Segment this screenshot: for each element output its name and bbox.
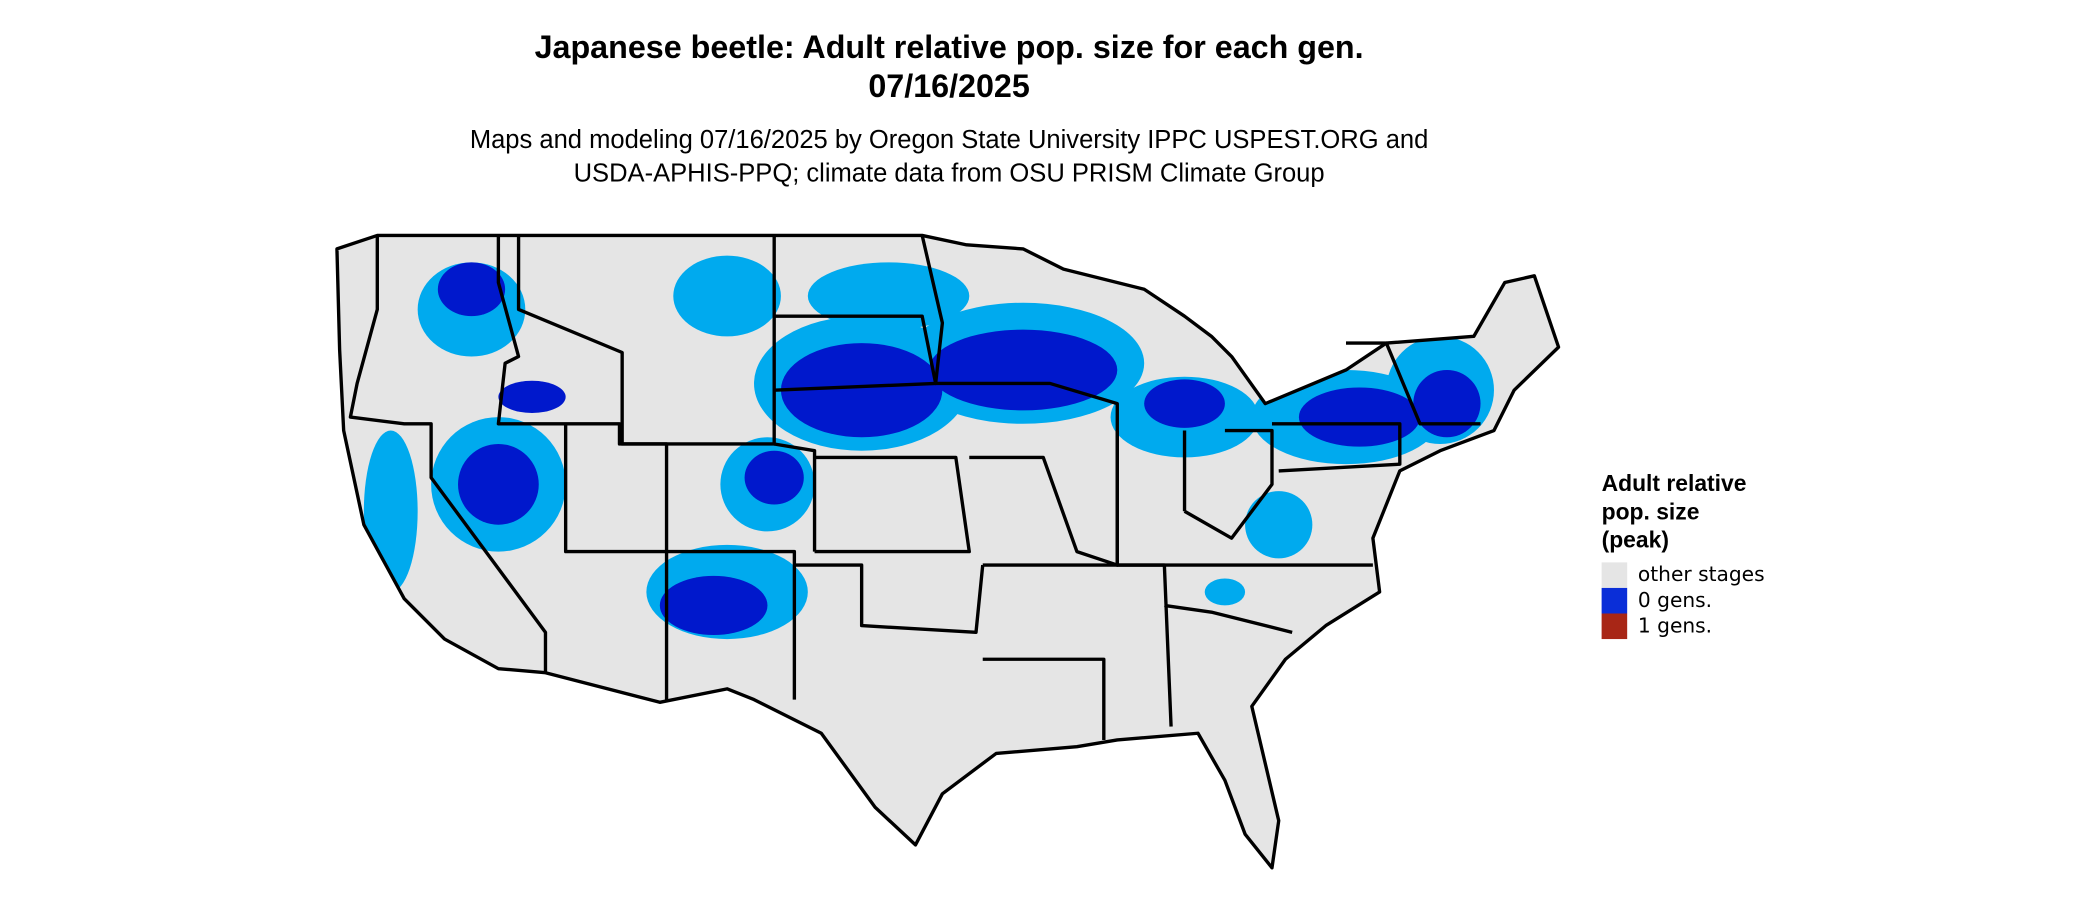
us-map bbox=[335, 233, 1561, 870]
title: Japanese beetle: Adult relative pop. siz… bbox=[535, 29, 1364, 65]
title-date: 07/16/2025 bbox=[868, 68, 1030, 104]
legend-label: other stages bbox=[1638, 562, 1765, 586]
legend-label: 1 gens. bbox=[1638, 613, 1712, 637]
legend-label: 0 gens. bbox=[1638, 588, 1712, 612]
legend-swatch bbox=[1601, 562, 1628, 588]
legend-title: (peak) bbox=[1602, 527, 1669, 553]
subtitle: Maps and modeling 07/16/2025 by Oregon S… bbox=[470, 126, 1429, 154]
subtitle: USDA-APHIS-PPQ; climate data from OSU PR… bbox=[574, 160, 1325, 188]
legend-title: Adult relative bbox=[1602, 470, 1747, 496]
legend: Adult relative pop. size (peak) other st… bbox=[1601, 470, 1765, 640]
legend-swatch bbox=[1601, 587, 1628, 614]
legend-title: pop. size bbox=[1602, 498, 1700, 524]
legend-swatch bbox=[1601, 613, 1628, 640]
